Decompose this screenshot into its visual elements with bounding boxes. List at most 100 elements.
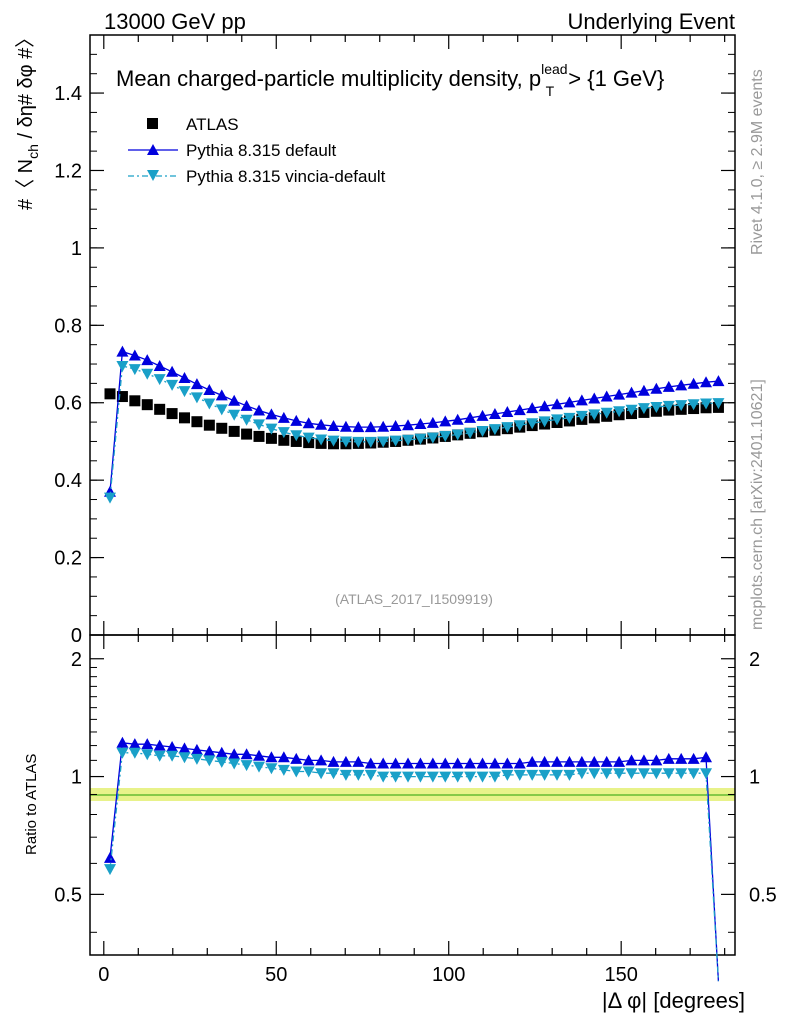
data-point-triangle-down [464, 771, 477, 783]
ratio-frame [89, 634, 736, 956]
ratio-axis-ticks: 0.5 0.5 1 1 2 2 0 50 100 150 [54, 635, 777, 986]
data-point-triangle-down [513, 769, 526, 781]
data-point-triangle-down [538, 416, 551, 428]
data-point-triangle-down [116, 360, 129, 372]
data-point-triangle-up [228, 394, 241, 406]
data-point-triangle-down [327, 435, 340, 447]
data-point-triangle-up [240, 399, 253, 411]
ratio-ytick-label-right: 2 [749, 649, 760, 671]
data-point-triangle-up [364, 421, 377, 433]
data-point-triangle-down [700, 768, 713, 780]
data-point-triangle-down [240, 414, 253, 426]
xtick-label: 150 [604, 964, 637, 986]
legend-default-marker [147, 144, 159, 155]
data-point-triangle-down [712, 398, 725, 410]
data-point-triangle-down [203, 398, 216, 410]
data-point-square [290, 435, 302, 447]
main-ytick-label: 0.6 [54, 393, 82, 415]
data-point-triangle-up [389, 419, 402, 431]
data-point-triangle-up [501, 406, 514, 418]
data-point-triangle-down [501, 769, 514, 781]
main-ytick-label: 0.4 [54, 470, 82, 492]
series-line-1 [109, 742, 720, 982]
data-point-triangle-up [253, 749, 266, 761]
data-point-triangle-up [464, 757, 477, 769]
data-point-triangle-down [637, 403, 650, 415]
data-point-triangle-down [625, 404, 638, 416]
data-point-triangle-down [364, 436, 377, 448]
data-point-triangle-down [265, 763, 278, 775]
data-point-triangle-up [575, 755, 588, 767]
header-process-label: Underlying Event [567, 9, 735, 34]
data-point-square [166, 408, 178, 420]
data-point-triangle-up [141, 354, 154, 366]
header-energy-label: 13000 GeV pp [104, 9, 246, 34]
series-line-2 [109, 752, 720, 982]
data-point-triangle-up [277, 411, 290, 423]
data-point-triangle-up [476, 757, 489, 769]
data-point-triangle-up [476, 409, 489, 421]
data-point-triangle-up [203, 745, 216, 757]
main-ytick-label: 1.4 [54, 83, 82, 105]
data-point-triangle-down [253, 419, 266, 431]
data-point-triangle-down [377, 771, 390, 783]
data-point-triangle-up [551, 398, 564, 410]
data-point-triangle-up [625, 386, 638, 398]
data-point-square [179, 412, 191, 424]
data-point-triangle-down [141, 368, 154, 380]
data-point-triangle-down [377, 436, 390, 448]
data-point-triangle-down [315, 434, 328, 446]
data-point-triangle-up [637, 384, 650, 396]
data-point-triangle-down [637, 768, 650, 780]
main-title-text: Mean charged-particle multiplicity densi… [116, 66, 541, 91]
data-point-triangle-up [302, 754, 315, 766]
legend-vincia-label: Pythia 8.315 vincia-default [186, 167, 386, 186]
data-point-triangle-down [389, 435, 402, 447]
data-point-triangle-down [166, 750, 179, 762]
data-point-triangle-up [153, 359, 166, 371]
main-ytick-label: 0.2 [54, 548, 82, 570]
data-point-triangle-down [402, 434, 415, 446]
data-point-triangle-down [501, 422, 514, 434]
data-point-triangle-up [290, 752, 303, 764]
data-point-triangle-down [675, 400, 688, 412]
ratio-ytick-label: 0.5 [54, 884, 82, 906]
data-point-triangle-up [352, 421, 365, 433]
data-point-triangle-up [451, 757, 464, 769]
analysis-watermark: (ATLAS_2017_I1509919) [335, 591, 493, 607]
data-point-square [241, 428, 253, 440]
data-point-triangle-down [389, 771, 402, 783]
data-point-triangle-up [190, 378, 203, 390]
data-point-triangle-down [588, 409, 601, 421]
data-point-triangle-up [551, 755, 564, 767]
data-point-triangle-up [538, 400, 551, 412]
data-point-triangle-down [339, 436, 352, 448]
ratio-ytick-label-right: 1 [749, 767, 760, 789]
data-point-triangle-up [153, 739, 166, 751]
data-point-triangle-down [265, 423, 278, 435]
data-point-triangle-up [364, 757, 377, 769]
data-point-triangle-up [414, 418, 427, 430]
data-point-triangle-down [364, 769, 377, 781]
data-point-triangle-up [414, 757, 427, 769]
main-ylabel-text: #〈 N [15, 159, 37, 210]
data-point-triangle-down [203, 755, 216, 767]
data-point-triangle-up [650, 754, 663, 766]
data-point-triangle-down [451, 429, 464, 441]
mcplots-label: mcplots.cern.ch [arXiv:2401.10621] [749, 379, 766, 630]
data-point-square [265, 432, 277, 444]
xtick-label: 0 [98, 964, 109, 986]
data-point-triangle-down [662, 768, 675, 780]
data-point-triangle-up [526, 755, 539, 767]
ratio-y-axis-label: Ratio to ATLAS [23, 754, 40, 855]
data-point-triangle-up [228, 748, 241, 760]
data-point-triangle-up [215, 746, 228, 758]
data-point-triangle-up [178, 742, 191, 754]
data-point-triangle-down [613, 406, 626, 418]
data-point-triangle-up [426, 416, 439, 428]
data-point-triangle-up [650, 382, 663, 394]
data-point-square [141, 399, 153, 411]
main-data-marks [104, 345, 725, 504]
data-point-triangle-up [588, 392, 601, 404]
data-point-triangle-down [451, 771, 464, 783]
